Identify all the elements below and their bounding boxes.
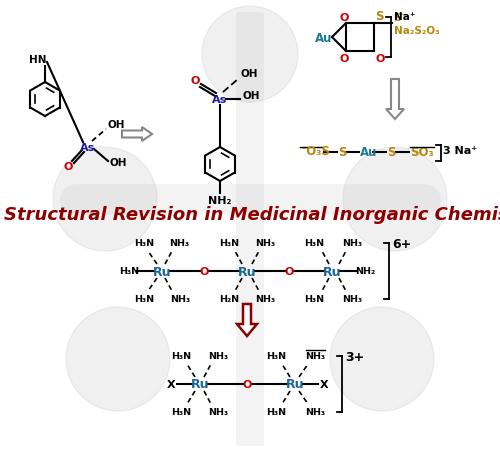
Text: H₃N: H₃N — [119, 267, 139, 276]
Text: SO₃: SO₃ — [410, 146, 434, 159]
Circle shape — [202, 7, 298, 103]
FancyArrow shape — [237, 304, 257, 336]
Text: OH: OH — [240, 69, 258, 79]
Text: Au: Au — [360, 146, 378, 159]
Text: ⁻: ⁻ — [400, 12, 405, 22]
Text: ⁻O₃S: ⁻O₃S — [300, 145, 330, 158]
Text: NH₃: NH₃ — [208, 352, 228, 361]
Text: NH₃: NH₃ — [342, 295, 362, 304]
Text: H₃N: H₃N — [219, 239, 239, 248]
Text: NH₃: NH₃ — [305, 352, 325, 361]
Text: H₃N: H₃N — [304, 295, 324, 304]
Text: O: O — [284, 267, 294, 276]
Text: O: O — [63, 161, 72, 172]
Text: H₃N: H₃N — [134, 295, 154, 304]
Text: Ru: Ru — [238, 265, 256, 278]
Circle shape — [330, 307, 434, 411]
Text: NH₃: NH₃ — [170, 295, 190, 304]
Text: NH₃: NH₃ — [255, 295, 275, 304]
Text: H₃N: H₃N — [304, 239, 324, 248]
Text: X: X — [320, 379, 328, 389]
Text: S: S — [393, 13, 401, 23]
Text: As: As — [212, 95, 228, 105]
Text: Ru: Ru — [153, 265, 172, 278]
Text: NH₃: NH₃ — [305, 408, 325, 417]
Text: O: O — [340, 13, 348, 23]
Text: Ru: Ru — [191, 377, 210, 391]
Text: As: As — [80, 143, 96, 152]
Text: Au: Au — [316, 32, 332, 44]
Text: H₂N: H₂N — [219, 295, 239, 304]
Text: H₃N: H₃N — [171, 352, 191, 361]
Text: 3+: 3+ — [345, 350, 364, 363]
Text: NH₃: NH₃ — [342, 239, 362, 248]
Text: 3 Na⁺: 3 Na⁺ — [443, 146, 477, 156]
Circle shape — [66, 307, 170, 411]
Text: HN: HN — [29, 55, 46, 65]
Text: OH: OH — [242, 91, 260, 101]
Text: S: S — [338, 146, 346, 159]
Circle shape — [53, 147, 157, 252]
Text: S: S — [387, 146, 396, 159]
Text: Ru: Ru — [286, 377, 304, 391]
Circle shape — [343, 147, 447, 252]
Text: O: O — [375, 54, 384, 64]
FancyBboxPatch shape — [236, 13, 264, 446]
Text: H₃N: H₃N — [266, 408, 286, 417]
Text: NH₃: NH₃ — [255, 239, 275, 248]
Text: H₃N: H₃N — [171, 408, 191, 417]
Text: Structural Revision in Medicinal Inorganic Chemistry: Structural Revision in Medicinal Inorgan… — [4, 206, 500, 224]
Text: NH₂: NH₂ — [208, 196, 232, 206]
Text: O: O — [200, 267, 208, 276]
Text: H₃N: H₃N — [134, 239, 154, 248]
Text: NH₂: NH₂ — [355, 267, 375, 276]
FancyArrow shape — [386, 80, 404, 120]
Text: NH₃: NH₃ — [208, 408, 228, 417]
Text: O: O — [340, 54, 348, 64]
Text: NH₃: NH₃ — [169, 239, 189, 248]
Text: S: S — [375, 10, 384, 23]
Text: X: X — [166, 379, 175, 389]
Text: OH: OH — [107, 120, 124, 130]
Text: Na₂S₂O₃: Na₂S₂O₃ — [394, 26, 440, 36]
Text: Na⁺: Na⁺ — [394, 12, 415, 22]
Text: O: O — [190, 76, 200, 86]
Text: O: O — [242, 379, 252, 389]
FancyArrow shape — [122, 128, 152, 142]
Text: OH: OH — [109, 158, 126, 168]
Text: 6+: 6+ — [392, 238, 411, 250]
Text: Ru: Ru — [323, 265, 341, 278]
Text: H₃N: H₃N — [266, 352, 286, 361]
